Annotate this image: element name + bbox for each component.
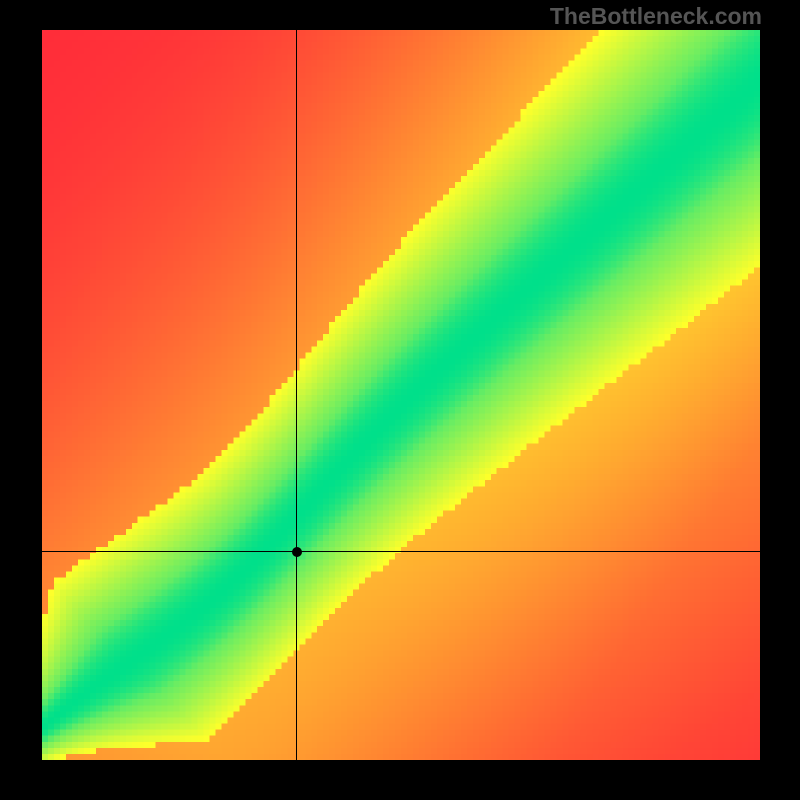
crosshair-vertical-line [296,30,297,760]
crosshair-horizontal-line [42,551,760,552]
bottleneck-heatmap [42,30,760,760]
watermark-text: TheBottleneck.com [550,3,762,30]
operating-point-marker [292,547,302,557]
